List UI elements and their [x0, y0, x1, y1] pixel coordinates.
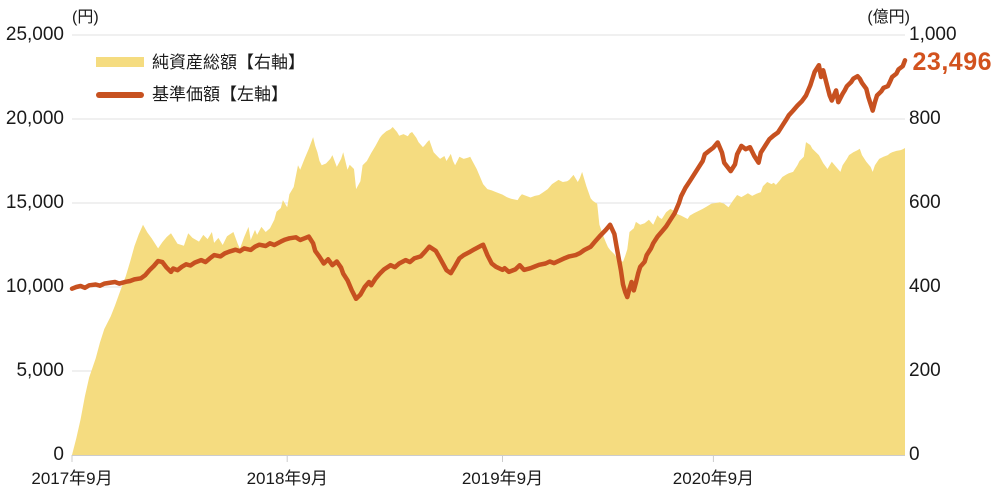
- net-assets-area-swatch: [96, 57, 144, 67]
- left-axis-tick-label: 20,000: [5, 108, 64, 129]
- left-axis-tick-label: 5,000: [16, 360, 64, 381]
- left-axis-tick-label: 10,000: [5, 276, 64, 297]
- left-axis-tick-label: 0: [53, 444, 64, 465]
- right-axis-unit-label: (億円): [867, 9, 910, 26]
- net-assets-area: [72, 127, 905, 455]
- right-axis-tick-label: 200: [909, 360, 941, 381]
- latest-nav-value: 23,496: [912, 48, 992, 76]
- x-axis-tick-label: 2017年9月: [31, 469, 113, 488]
- right-axis-tick-label: 800: [909, 108, 941, 129]
- nav-legend-label: 基準価額【左軸】: [152, 85, 288, 104]
- nav-line-swatch: [96, 92, 144, 98]
- right-axis-tick-label: 400: [909, 276, 941, 297]
- right-axis-tick-label: 1,000: [909, 24, 957, 45]
- right-axis-tick-label: 0: [909, 444, 920, 465]
- nav-line: [69, 58, 908, 302]
- net-assets-legend-label: 純資産総額【右軸】: [152, 53, 305, 72]
- right-axis-tick-label: 600: [909, 192, 941, 213]
- left-axis-tick-label: 25,000: [5, 24, 64, 45]
- left-axis-unit-label: (円): [72, 9, 99, 26]
- x-axis-tick-label: 2018年9月: [246, 469, 328, 488]
- x-axis-tick-label: 2020年9月: [672, 469, 755, 488]
- left-axis-tick-label: 15,000: [5, 192, 64, 213]
- x-axis-tick-label: 2019年9月: [461, 469, 544, 488]
